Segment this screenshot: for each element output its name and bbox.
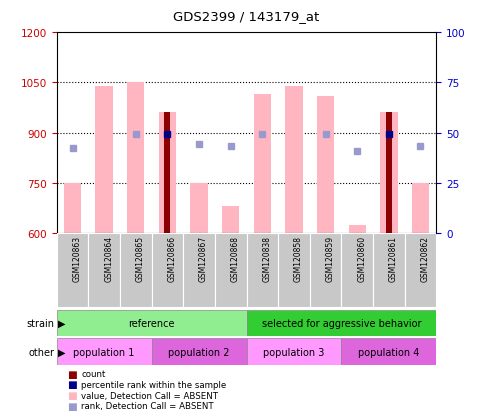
Bar <box>120 233 152 308</box>
Bar <box>341 339 436 366</box>
Bar <box>159 113 176 233</box>
Bar <box>253 95 271 233</box>
Bar <box>88 233 120 308</box>
Text: GSM120864: GSM120864 <box>104 235 113 282</box>
Bar <box>127 83 144 233</box>
Bar <box>152 339 246 366</box>
Bar <box>405 233 436 308</box>
Text: ■: ■ <box>67 390 76 400</box>
Text: ■: ■ <box>67 369 76 379</box>
Text: selected for aggressive behavior: selected for aggressive behavior <box>262 318 421 328</box>
Bar <box>386 113 392 233</box>
Bar <box>310 233 341 308</box>
Bar <box>183 233 215 308</box>
Text: GSM120858: GSM120858 <box>294 235 303 282</box>
Bar <box>246 233 278 308</box>
Bar <box>96 86 113 233</box>
Bar <box>57 233 88 308</box>
Text: strain: strain <box>26 318 54 328</box>
Bar <box>164 113 171 233</box>
Bar <box>373 233 405 308</box>
Bar <box>349 225 366 233</box>
Bar <box>152 233 183 308</box>
Text: GSM120838: GSM120838 <box>262 235 271 282</box>
Text: value, Detection Call = ABSENT: value, Detection Call = ABSENT <box>81 391 218 400</box>
Bar <box>246 310 436 337</box>
Text: ■: ■ <box>67 401 76 411</box>
Bar <box>64 183 81 233</box>
Bar <box>246 339 341 366</box>
Bar <box>57 310 246 337</box>
Text: GSM120863: GSM120863 <box>72 235 81 282</box>
Text: ■: ■ <box>67 380 76 389</box>
Text: reference: reference <box>128 318 175 328</box>
Text: population 2: population 2 <box>168 347 230 357</box>
Text: GSM120868: GSM120868 <box>231 235 240 282</box>
Text: other: other <box>28 347 54 357</box>
Text: percentile rank within the sample: percentile rank within the sample <box>81 380 227 389</box>
Text: population 1: population 1 <box>73 347 135 357</box>
Text: GSM120862: GSM120862 <box>421 235 429 282</box>
Bar <box>215 233 246 308</box>
Bar <box>341 233 373 308</box>
Bar <box>278 233 310 308</box>
Text: rank, Detection Call = ABSENT: rank, Detection Call = ABSENT <box>81 401 214 411</box>
Bar <box>412 183 429 233</box>
Bar <box>285 86 303 233</box>
Text: GDS2399 / 143179_at: GDS2399 / 143179_at <box>174 10 319 23</box>
Bar <box>317 97 334 233</box>
Text: GSM120861: GSM120861 <box>389 235 398 282</box>
Bar <box>380 113 397 233</box>
Bar <box>222 206 240 233</box>
Text: GSM120860: GSM120860 <box>357 235 366 282</box>
Text: ▶: ▶ <box>58 318 65 328</box>
Text: population 4: population 4 <box>358 347 420 357</box>
Text: ▶: ▶ <box>58 347 65 357</box>
Text: GSM120867: GSM120867 <box>199 235 208 282</box>
Text: GSM120865: GSM120865 <box>136 235 145 282</box>
Bar <box>190 183 208 233</box>
Bar <box>57 339 152 366</box>
Text: population 3: population 3 <box>263 347 324 357</box>
Text: GSM120859: GSM120859 <box>325 235 335 282</box>
Text: GSM120866: GSM120866 <box>168 235 176 282</box>
Text: count: count <box>81 369 106 378</box>
